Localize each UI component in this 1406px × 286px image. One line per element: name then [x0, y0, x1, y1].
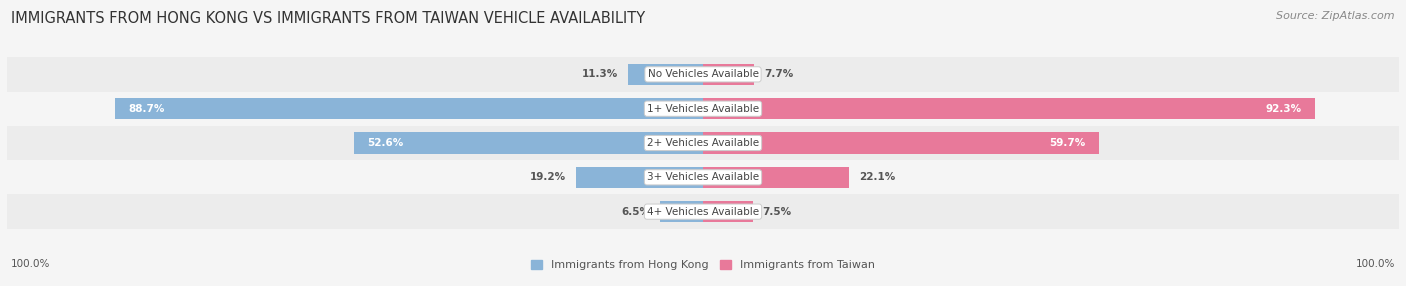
Text: 19.2%: 19.2%: [530, 172, 565, 182]
Text: 52.6%: 52.6%: [367, 138, 404, 148]
Text: 22.1%: 22.1%: [859, 172, 896, 182]
Text: 7.5%: 7.5%: [762, 207, 792, 217]
Bar: [354, 132, 703, 154]
Text: Source: ZipAtlas.com: Source: ZipAtlas.com: [1277, 11, 1395, 21]
Bar: [703, 167, 849, 188]
Text: 2+ Vehicles Available: 2+ Vehicles Available: [647, 138, 759, 148]
Text: 100.0%: 100.0%: [1355, 259, 1395, 269]
Legend: Immigrants from Hong Kong, Immigrants from Taiwan: Immigrants from Hong Kong, Immigrants fr…: [527, 256, 879, 275]
Text: 7.7%: 7.7%: [763, 69, 793, 79]
Text: 3+ Vehicles Available: 3+ Vehicles Available: [647, 172, 759, 182]
Text: 4+ Vehicles Available: 4+ Vehicles Available: [647, 207, 759, 217]
Text: 1+ Vehicles Available: 1+ Vehicles Available: [647, 104, 759, 114]
Bar: [575, 167, 703, 188]
Text: No Vehicles Available: No Vehicles Available: [648, 69, 758, 79]
Bar: [115, 98, 703, 119]
Bar: [659, 201, 703, 222]
FancyBboxPatch shape: [7, 160, 1399, 194]
Text: 6.5%: 6.5%: [621, 207, 650, 217]
Bar: [703, 64, 754, 85]
Text: 11.3%: 11.3%: [582, 69, 619, 79]
FancyBboxPatch shape: [7, 92, 1399, 126]
Text: 92.3%: 92.3%: [1265, 104, 1302, 114]
Text: IMMIGRANTS FROM HONG KONG VS IMMIGRANTS FROM TAIWAN VEHICLE AVAILABILITY: IMMIGRANTS FROM HONG KONG VS IMMIGRANTS …: [11, 11, 645, 26]
Bar: [703, 98, 1315, 119]
Bar: [628, 64, 703, 85]
Text: 100.0%: 100.0%: [11, 259, 51, 269]
Bar: [703, 132, 1098, 154]
FancyBboxPatch shape: [7, 126, 1399, 160]
FancyBboxPatch shape: [7, 194, 1399, 229]
Text: 59.7%: 59.7%: [1049, 138, 1085, 148]
FancyBboxPatch shape: [7, 57, 1399, 92]
Text: 88.7%: 88.7%: [128, 104, 165, 114]
Bar: [703, 201, 752, 222]
